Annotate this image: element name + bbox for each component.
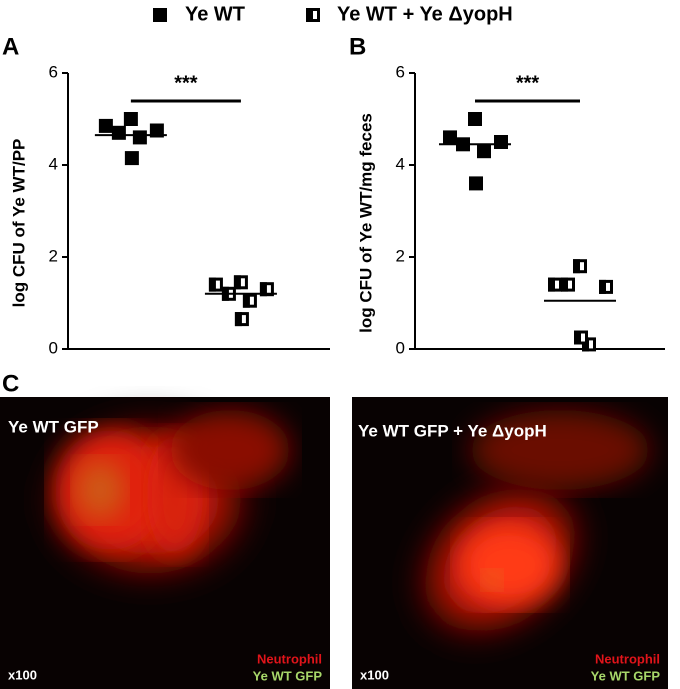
y-axis-label: log CFU of Ye WT/mg feces [356,113,375,333]
micrograph-left [0,397,330,689]
marker-fill [124,151,139,166]
marker-half [599,279,606,294]
marker [208,277,223,292]
marker [561,277,575,292]
y-tick-label: 2 [396,246,405,265]
y-tick-label: 2 [49,246,58,265]
marker-fill [132,130,147,145]
marker [111,125,126,140]
marker-fill [149,123,164,138]
micrograph-right [352,397,668,689]
significance-label: *** [516,72,540,94]
marker-fill [123,112,138,126]
marker [494,135,508,149]
marker [234,312,249,327]
marker [548,277,562,292]
marker-half [242,293,250,308]
image-title: Ye WT GFP + Ye ΔyopH [358,421,547,440]
y-tick-label: 6 [49,62,58,81]
y-tick-label: 0 [396,338,405,357]
marker-fill [468,112,482,126]
marker [132,130,147,145]
marker-half [233,275,241,290]
marker [98,118,113,133]
marker [599,279,613,294]
panel-label: C [2,370,19,397]
image-title: Ye WT GFP [8,417,99,436]
marker [468,112,482,126]
legend-label: Ye WT [185,3,245,25]
marker [306,8,320,22]
marker [123,112,138,126]
magnification: x100 [360,667,389,682]
marker-half [548,277,555,292]
marker-fill [443,130,457,145]
marker-fill [494,135,508,149]
y-tick-label: 4 [396,154,405,173]
marker-half [234,312,242,327]
marker [573,259,587,274]
marker-half [259,282,267,297]
significance-label: *** [174,72,198,94]
stain-label: Neutrophil [257,651,322,666]
marker-fill [153,8,167,22]
marker-half [208,277,216,292]
stain-label: Neutrophil [595,651,660,666]
marker [242,293,257,308]
marker-half [574,330,581,345]
marker-fill [111,125,126,140]
marker [477,144,491,159]
marker [574,330,588,345]
marker [124,151,139,166]
marker [233,275,248,290]
legend-label: Ye WT + Ye ΔyopH [337,3,513,25]
marker-fill [98,118,113,133]
marker [153,8,167,22]
y-tick-label: 6 [396,62,405,81]
marker [149,123,164,138]
marker [469,176,483,191]
marker-fill [477,144,491,159]
y-tick-label: 0 [49,338,58,357]
marker-half [306,8,313,22]
y-axis-label: log CFU of Ye WT/PP [9,139,28,308]
marker [443,130,457,145]
marker-half [573,259,580,274]
panel-label: B [349,33,366,60]
stain-label: Ye WT GFP [591,668,661,683]
marker-fill [469,176,483,191]
stain-label: Ye WT GFP [253,668,323,683]
magnification: x100 [8,667,37,682]
y-tick-label: 4 [49,154,58,173]
marker-half [561,277,568,292]
panel-label: A [2,33,19,60]
